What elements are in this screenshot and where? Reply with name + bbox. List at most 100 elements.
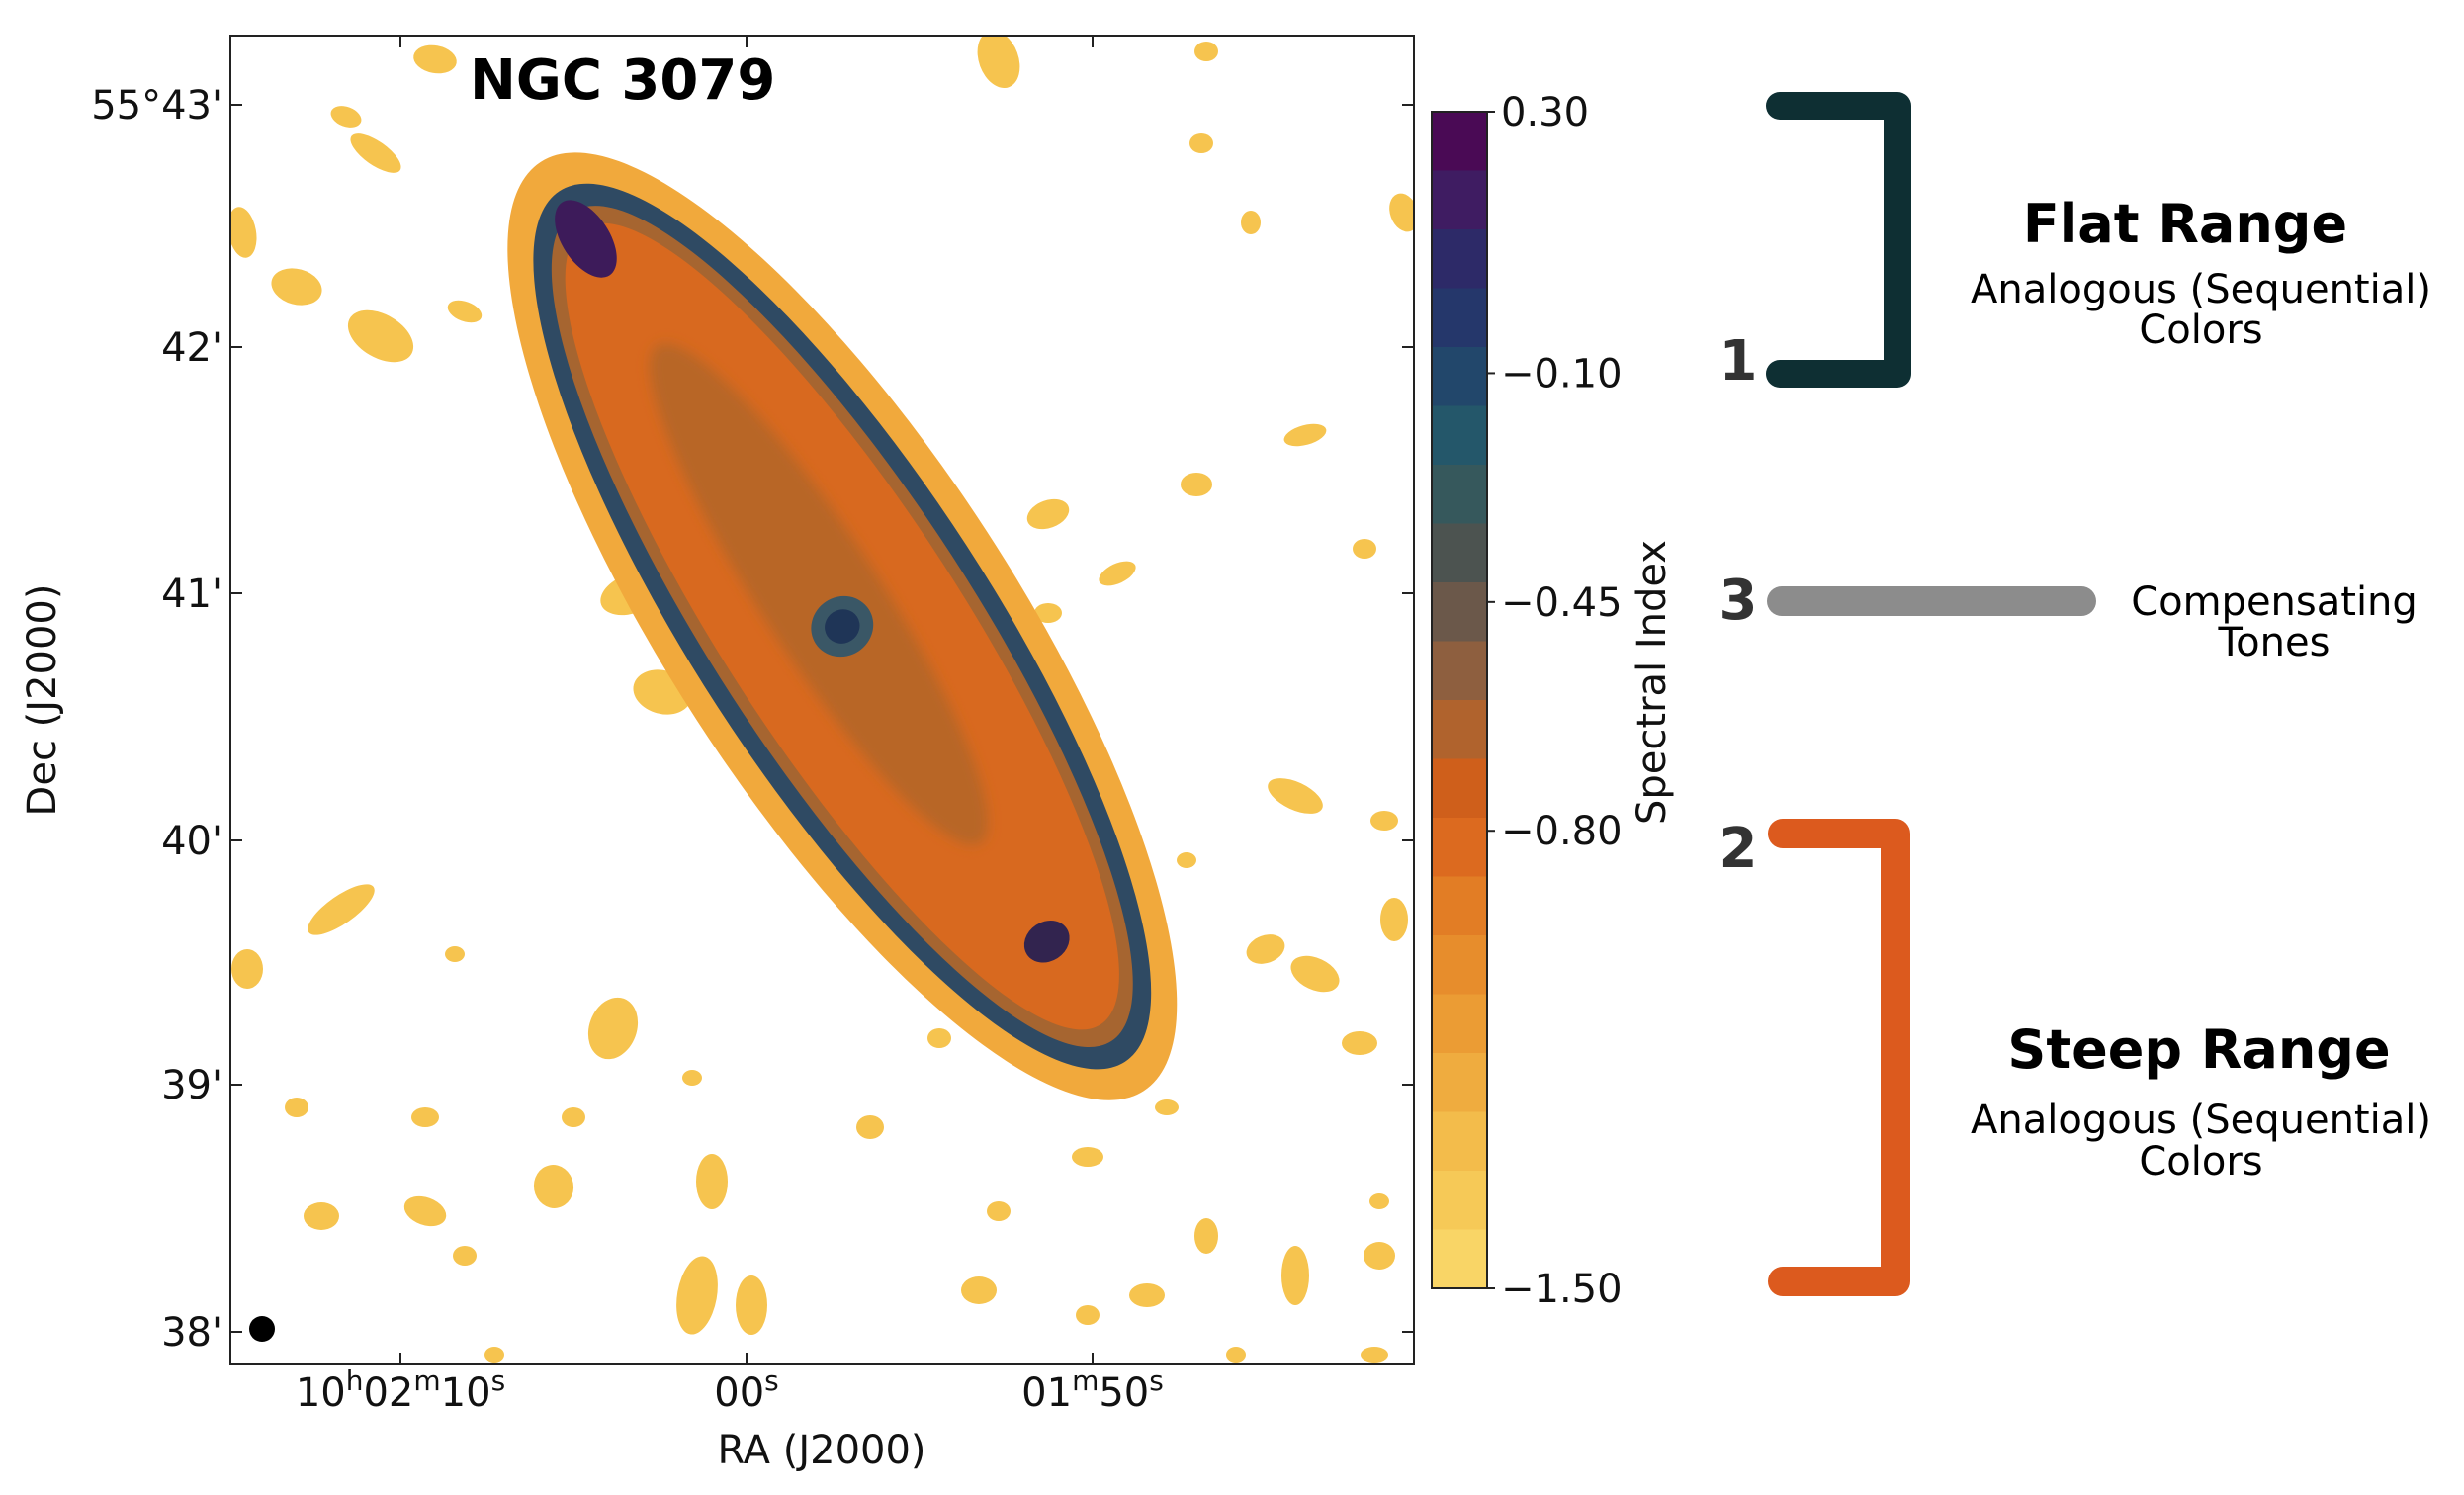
flat-subtitle-1: Analogous (Sequential) bbox=[1971, 267, 2431, 312]
colorbar-band bbox=[1432, 1053, 1487, 1113]
noise-patch bbox=[696, 1154, 728, 1209]
noise-patch bbox=[736, 1275, 767, 1335]
noise-patch bbox=[447, 300, 483, 323]
colorbar-band bbox=[1432, 465, 1487, 525]
noise-patch bbox=[987, 1201, 1011, 1221]
colorbar-band bbox=[1432, 1171, 1487, 1231]
colorbar-band bbox=[1432, 994, 1487, 1054]
colorbar-band bbox=[1432, 229, 1487, 290]
noise-patch bbox=[285, 1098, 308, 1117]
plot-title: NGC 3079 bbox=[470, 48, 775, 113]
noise-patch bbox=[330, 106, 362, 128]
noise-patch bbox=[1369, 1193, 1389, 1209]
noise-patch bbox=[1189, 133, 1213, 153]
noise-patch bbox=[1246, 934, 1285, 964]
noise-patch bbox=[1177, 852, 1196, 868]
noise-patch bbox=[927, 1028, 951, 1048]
noise-patch bbox=[1194, 42, 1218, 61]
steep-range-annotation: 2 Steep Range Analogous (Sequential) Col… bbox=[1719, 817, 2431, 1296]
noise-patch bbox=[977, 36, 1020, 89]
noise-patch bbox=[1290, 955, 1340, 993]
steep-subtitle-1: Analogous (Sequential) bbox=[1971, 1098, 2431, 1143]
y-tick-label: 40' bbox=[161, 819, 222, 864]
noise-patch bbox=[484, 1347, 504, 1363]
noise-patch bbox=[587, 997, 639, 1060]
colorbar-tick-label: −1.50 bbox=[1501, 1267, 1623, 1312]
y-tick-label: 55°43' bbox=[91, 83, 222, 129]
galaxy-inner bbox=[650, 343, 989, 845]
noise-patch bbox=[1226, 1347, 1246, 1363]
galaxy-tip bbox=[555, 200, 617, 278]
noise-patch bbox=[230, 207, 257, 258]
noise-patch bbox=[1194, 1218, 1218, 1254]
noise-patch bbox=[1129, 1283, 1165, 1307]
spectral-index-map bbox=[230, 36, 1414, 1363]
noise-patch bbox=[1026, 498, 1070, 530]
compensating-label-1: Compensating bbox=[2131, 579, 2418, 625]
x-axis-title: RA (J2000) bbox=[717, 1428, 925, 1473]
noise-patch bbox=[1034, 603, 1062, 623]
noise-patch bbox=[308, 884, 375, 935]
noise-patch bbox=[350, 133, 401, 173]
noise-patch bbox=[413, 44, 457, 74]
noise-patch bbox=[347, 309, 414, 363]
y-axis: 55°43' 42' 41' 40' 39' 38' bbox=[91, 83, 1414, 1356]
colorbar-band bbox=[1432, 1111, 1487, 1172]
noise-patch bbox=[1353, 539, 1376, 559]
compensating-label-2: Tones bbox=[2218, 620, 2331, 665]
colorbar-tick-label: −0.45 bbox=[1501, 580, 1623, 626]
colorbar-tick-label: 0.30 bbox=[1501, 90, 1589, 135]
noise-patch bbox=[1181, 473, 1212, 496]
noise-patch bbox=[1099, 561, 1136, 586]
noise-patch bbox=[1361, 1347, 1388, 1363]
colorbar-band bbox=[1432, 700, 1487, 760]
colorbar: 0.30 −0.10 −0.45 −0.80 −1.50 bbox=[1432, 90, 1623, 1312]
compensating-annotation: 3 Compensating Tones bbox=[1719, 569, 2418, 665]
noise-patch bbox=[533, 1165, 574, 1208]
colorbar-tick-label: −0.10 bbox=[1501, 351, 1623, 396]
noise-patch bbox=[403, 1195, 447, 1227]
flat-title: Flat Range bbox=[2023, 193, 2347, 255]
y-tick-label: 39' bbox=[161, 1063, 222, 1108]
noise-patch bbox=[1076, 1305, 1100, 1325]
colorbar-band bbox=[1432, 641, 1487, 701]
steep-subtitle-2: Colors bbox=[2139, 1139, 2262, 1185]
steep-title: Steep Range bbox=[2007, 1018, 2390, 1081]
noise-patch bbox=[411, 1107, 439, 1127]
noise-patch bbox=[231, 949, 263, 989]
noise-patch bbox=[1241, 211, 1261, 234]
beam-ellipse bbox=[249, 1316, 275, 1342]
colorbar-band bbox=[1432, 935, 1487, 996]
noise-patch bbox=[562, 1107, 585, 1127]
noise-patch bbox=[304, 1202, 339, 1230]
x-tick-label: 00s bbox=[714, 1364, 779, 1417]
y-tick-label: 41' bbox=[161, 572, 222, 617]
colorbar-band bbox=[1432, 876, 1487, 936]
noise-patch bbox=[676, 1256, 718, 1335]
noise-patch bbox=[1380, 898, 1408, 941]
noise-patch bbox=[445, 946, 465, 962]
steep-bracket bbox=[1768, 819, 1910, 1296]
colorbar-band bbox=[1432, 170, 1487, 230]
noise-patch bbox=[1364, 1242, 1395, 1270]
noise-patch bbox=[1281, 1246, 1309, 1305]
noise-patch bbox=[1342, 1031, 1377, 1055]
colorbar-title: Spectral Index bbox=[1629, 540, 1675, 825]
noise-patch bbox=[1268, 778, 1323, 814]
x-tick-label: 01m50s bbox=[1021, 1364, 1164, 1417]
colorbar-band bbox=[1432, 112, 1487, 172]
galaxy-core bbox=[825, 609, 860, 644]
noise-patch bbox=[453, 1246, 477, 1266]
noise-patch bbox=[271, 268, 322, 306]
noise-patch bbox=[1155, 1099, 1179, 1115]
steep-number: 2 bbox=[1719, 817, 1758, 881]
x-tick-label: 10h02m10s bbox=[296, 1364, 505, 1417]
galaxy-emission bbox=[507, 152, 1178, 1100]
colorbar-band bbox=[1432, 582, 1487, 643]
compensating-number: 3 bbox=[1719, 569, 1758, 633]
noise-patch bbox=[682, 1070, 702, 1086]
flat-bracket bbox=[1766, 92, 1911, 388]
colorbar-band bbox=[1432, 288, 1487, 348]
flat-range-annotation: 1 Flat Range Analogous (Sequential) Colo… bbox=[1719, 92, 2431, 394]
